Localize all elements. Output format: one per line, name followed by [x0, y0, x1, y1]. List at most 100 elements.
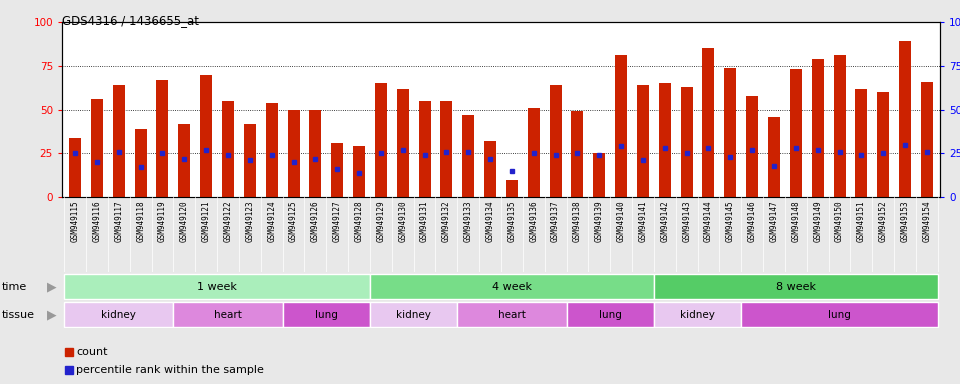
Text: GSM949133: GSM949133 — [464, 201, 472, 242]
Text: count: count — [76, 347, 108, 357]
Text: GSM949121: GSM949121 — [202, 201, 210, 242]
Text: GSM949141: GSM949141 — [638, 201, 647, 242]
Bar — [374, 83, 387, 197]
Bar — [833, 55, 846, 197]
Bar — [506, 179, 518, 197]
Text: ▶: ▶ — [47, 280, 57, 293]
Bar — [681, 87, 693, 197]
Text: GSM949118: GSM949118 — [136, 201, 145, 242]
Bar — [370, 301, 457, 328]
Text: lung: lung — [828, 310, 851, 319]
Bar — [91, 99, 103, 197]
Bar — [156, 80, 168, 197]
Text: GSM949148: GSM949148 — [791, 201, 801, 242]
Bar — [112, 85, 125, 197]
Bar — [566, 301, 654, 328]
Bar — [900, 41, 911, 197]
Bar — [419, 101, 431, 197]
Text: GSM949128: GSM949128 — [354, 201, 364, 242]
Bar — [921, 81, 933, 197]
Bar — [855, 88, 868, 197]
Bar — [244, 124, 255, 197]
Text: GSM949150: GSM949150 — [835, 201, 844, 242]
Text: ▶: ▶ — [47, 308, 57, 321]
Bar — [457, 301, 566, 328]
Text: GSM949151: GSM949151 — [857, 201, 866, 242]
Text: lung: lung — [599, 310, 622, 319]
Bar — [64, 273, 370, 300]
Text: GSM949119: GSM949119 — [158, 201, 167, 242]
Text: heart: heart — [214, 310, 242, 319]
Text: GSM949120: GSM949120 — [180, 201, 189, 242]
Bar — [462, 115, 474, 197]
Bar — [615, 55, 627, 197]
Text: heart: heart — [498, 310, 526, 319]
Bar — [877, 92, 889, 197]
Text: kidney: kidney — [680, 310, 715, 319]
Text: GSM949149: GSM949149 — [813, 201, 822, 242]
Text: GSM949127: GSM949127 — [333, 201, 342, 242]
Bar — [725, 68, 736, 197]
Bar — [528, 108, 540, 197]
Bar — [746, 96, 758, 197]
Bar — [134, 129, 147, 197]
Text: GSM949137: GSM949137 — [551, 201, 560, 242]
Text: GSM949134: GSM949134 — [486, 201, 494, 242]
Bar — [69, 137, 81, 197]
Bar — [309, 109, 322, 197]
Bar — [654, 273, 938, 300]
Text: GSM949131: GSM949131 — [420, 201, 429, 242]
Bar — [200, 74, 212, 197]
Text: GSM949138: GSM949138 — [573, 201, 582, 242]
Text: GDS4316 / 1436655_at: GDS4316 / 1436655_at — [62, 14, 199, 27]
Text: GSM949144: GSM949144 — [704, 201, 713, 242]
Text: GSM949145: GSM949145 — [726, 201, 734, 242]
Text: GSM949129: GSM949129 — [376, 201, 385, 242]
Text: GSM949136: GSM949136 — [529, 201, 539, 242]
Text: GSM949130: GSM949130 — [398, 201, 407, 242]
Bar — [484, 141, 496, 197]
Text: GSM949139: GSM949139 — [595, 201, 604, 242]
Text: GSM949124: GSM949124 — [267, 201, 276, 242]
Text: GSM949132: GSM949132 — [442, 201, 451, 242]
Text: tissue: tissue — [2, 310, 35, 319]
Bar — [222, 101, 234, 197]
Text: GSM949154: GSM949154 — [923, 201, 931, 242]
Bar — [636, 85, 649, 197]
Text: GSM949147: GSM949147 — [770, 201, 779, 242]
Bar — [370, 273, 654, 300]
Bar — [266, 103, 277, 197]
Bar — [441, 101, 452, 197]
Text: time: time — [2, 281, 27, 291]
Text: lung: lung — [315, 310, 338, 319]
Bar — [790, 69, 802, 197]
Text: GSM949115: GSM949115 — [71, 201, 80, 242]
Text: 8 week: 8 week — [776, 281, 816, 291]
Text: GSM949125: GSM949125 — [289, 201, 298, 242]
Bar — [331, 143, 344, 197]
Bar — [812, 59, 824, 197]
Bar — [64, 301, 174, 328]
Text: GSM949126: GSM949126 — [311, 201, 320, 242]
Text: GSM949117: GSM949117 — [114, 201, 123, 242]
Bar — [768, 116, 780, 197]
Text: 1 week: 1 week — [197, 281, 237, 291]
Text: percentile rank within the sample: percentile rank within the sample — [76, 365, 264, 375]
Text: GSM949152: GSM949152 — [878, 201, 888, 242]
Bar — [593, 153, 606, 197]
Bar — [65, 348, 73, 356]
Text: GSM949146: GSM949146 — [748, 201, 756, 242]
Text: GSM949123: GSM949123 — [246, 201, 254, 242]
Text: kidney: kidney — [102, 310, 136, 319]
Text: GSM949116: GSM949116 — [92, 201, 102, 242]
Bar — [571, 111, 584, 197]
Bar — [654, 301, 741, 328]
Text: 4 week: 4 week — [492, 281, 532, 291]
Text: kidney: kidney — [396, 310, 431, 319]
Bar — [659, 83, 671, 197]
Text: GSM949153: GSM949153 — [900, 201, 909, 242]
Bar — [174, 301, 282, 328]
Text: GSM949122: GSM949122 — [224, 201, 232, 242]
Bar — [353, 146, 365, 197]
Text: GSM949140: GSM949140 — [616, 201, 626, 242]
